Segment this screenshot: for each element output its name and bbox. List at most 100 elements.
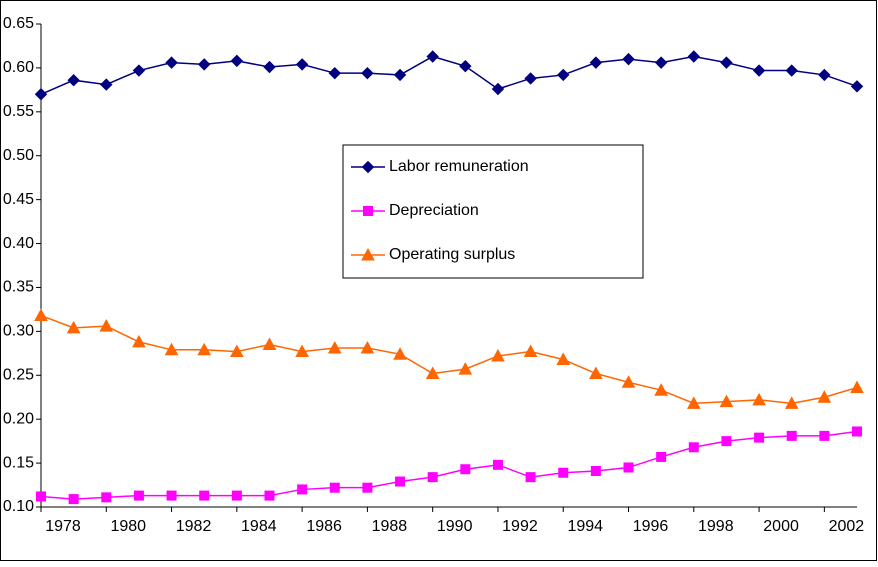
marker: [99, 319, 114, 332]
marker: [850, 380, 864, 394]
marker: [166, 490, 177, 501]
marker: [297, 484, 308, 495]
marker: [329, 482, 340, 493]
marker: [458, 362, 473, 375]
marker: [784, 396, 799, 409]
marker: [850, 80, 864, 93]
marker: [427, 472, 438, 483]
marker: [230, 54, 244, 68]
x-tick-label: 1986: [306, 518, 342, 535]
marker: [524, 72, 537, 85]
marker: [686, 396, 701, 409]
y-tick-label: 0.55: [3, 103, 34, 120]
marker: [34, 88, 48, 101]
x-tick-label: 1978: [45, 518, 81, 535]
marker: [165, 56, 178, 69]
x-tick-label: 1996: [633, 518, 669, 535]
x-tick-label: 1984: [241, 518, 277, 535]
marker: [197, 342, 212, 356]
marker: [68, 494, 79, 505]
y-tick-label: 0.50: [3, 147, 34, 164]
marker: [425, 366, 440, 380]
series-line: [40, 430, 858, 500]
marker: [295, 344, 309, 358]
marker: [556, 352, 571, 365]
legend-box: [342, 144, 644, 279]
marker: [66, 320, 81, 334]
legend-label: Depreciation: [389, 202, 479, 219]
marker: [491, 82, 505, 96]
marker: [752, 392, 766, 406]
x-tick-label: 2002: [829, 518, 865, 535]
marker: [785, 64, 798, 77]
marker: [100, 78, 113, 91]
marker: [720, 56, 733, 69]
legend-label: Operating surplus: [389, 246, 515, 263]
marker: [687, 50, 701, 63]
marker: [523, 344, 538, 358]
marker: [229, 344, 244, 358]
x-tick-label: 1982: [176, 518, 212, 535]
marker: [34, 308, 48, 322]
marker: [557, 68, 570, 82]
x-tick-label: 1988: [372, 518, 408, 535]
x-tick-label: 1990: [437, 518, 473, 535]
marker: [460, 464, 471, 475]
marker: [786, 430, 797, 441]
marker: [654, 383, 669, 396]
marker: [752, 64, 766, 77]
marker: [295, 58, 309, 71]
marker: [852, 426, 862, 437]
marker: [492, 459, 503, 470]
x-tick-label: 2000: [763, 518, 799, 535]
marker: [525, 472, 536, 483]
marker: [328, 66, 341, 80]
marker: [231, 490, 242, 501]
marker: [589, 366, 603, 380]
marker: [263, 60, 276, 74]
marker: [101, 492, 112, 503]
marker: [67, 73, 80, 87]
y-tick-label: 0.15: [3, 454, 34, 471]
y-tick-label: 0.25: [3, 366, 34, 383]
marker: [393, 68, 407, 82]
marker: [621, 375, 636, 388]
marker: [818, 68, 831, 82]
marker: [361, 66, 374, 80]
marker: [654, 56, 668, 69]
y-tick-label: 0.65: [3, 15, 34, 32]
marker: [360, 341, 375, 354]
legend-label: Labor remuneration: [389, 158, 529, 175]
marker: [327, 341, 342, 354]
y-tick-label: 0.20: [3, 410, 34, 427]
marker: [558, 467, 569, 478]
marker: [688, 442, 699, 453]
x-tick-label: 1994: [567, 518, 603, 535]
marker: [426, 50, 439, 63]
marker: [132, 64, 146, 77]
marker: [361, 160, 375, 174]
y-tick-label: 0.60: [3, 59, 34, 76]
marker: [393, 347, 407, 360]
y-tick-label: 0.30: [3, 323, 34, 340]
marker: [754, 432, 765, 443]
marker: [395, 476, 406, 487]
marker: [590, 465, 601, 476]
marker: [817, 390, 832, 403]
marker: [199, 490, 210, 501]
marker: [459, 59, 472, 73]
y-tick-label: 0.35: [3, 279, 34, 296]
marker: [164, 342, 179, 356]
marker: [623, 462, 634, 473]
x-tick-label: 1980: [110, 518, 146, 535]
marker: [36, 491, 46, 502]
marker: [363, 206, 373, 216]
marker: [197, 58, 211, 71]
marker: [622, 52, 635, 66]
marker: [589, 56, 603, 69]
marker: [362, 482, 373, 493]
marker: [132, 334, 146, 348]
x-tick-label: 1992: [502, 518, 538, 535]
